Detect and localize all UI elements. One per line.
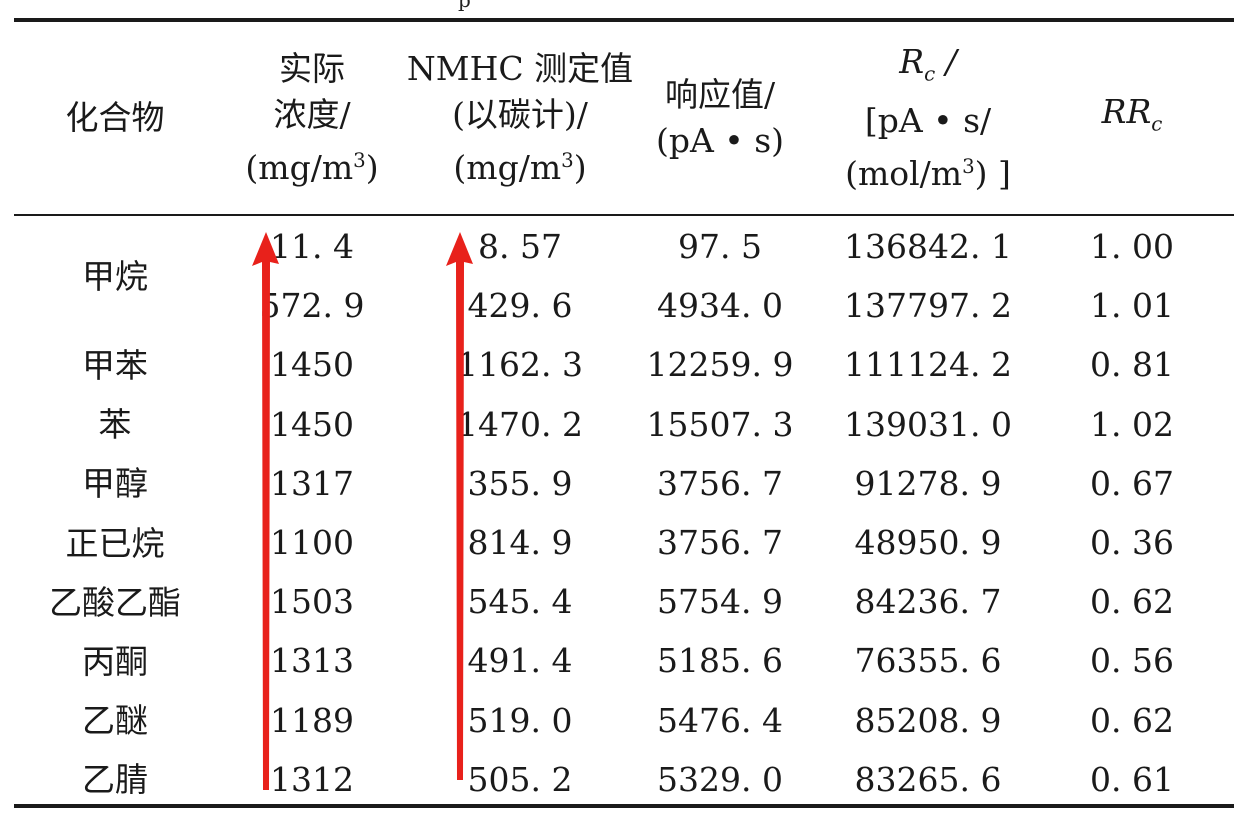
compound-name: 甲烷 [82,257,148,297]
header-nmhc-measured: NMHC 测定值 (以碳计)/ (mg/m3) [402,22,638,214]
header-line: (以碳计)/ [452,94,588,134]
table-cell: 5476. 4 [657,700,783,740]
header-rc: Rc / [pA • s/ (mol/m3) ] [808,22,1048,214]
table-cell: 545. 4 [467,582,573,622]
table-cell: 491. 4 [467,641,573,681]
header-line: (pA • s) [655,121,785,160]
table-cell: 139031. 0 [844,404,1012,444]
table-cell: 4934. 0 [657,286,783,326]
table-cell: 355. 9 [467,463,573,503]
table-cell: 111124. 2 [844,345,1012,385]
table-cell: 1189 [270,700,354,740]
table-cell: 84236. 7 [854,582,1002,622]
header-line: NMHC 测定值 [406,48,634,88]
table-cell: 0. 56 [1090,641,1174,681]
header-line: (mg/m3) [453,147,587,187]
table-cell: 505. 2 [467,759,573,799]
compound-name: 甲苯 [82,346,148,385]
header-line: 化合物 [65,98,165,137]
table-cell: 1. 01 [1090,286,1174,326]
table-cell: 85208. 9 [854,700,1002,740]
table-cell: 0. 81 [1090,345,1174,385]
header-line: [pA • s/ [864,100,992,140]
header-response: 响应值/ (pA • s) [640,22,800,214]
header-line: 实际 [279,48,345,88]
table-cell: 1450 [270,345,354,385]
table-top-rule [14,18,1234,22]
compound-name: 乙腈 [82,760,148,800]
table-cell: 429. 6 [467,286,573,326]
table-cell: 0. 62 [1090,582,1174,622]
header-line: 浓度/ [273,94,351,134]
table-cell: 3756. 7 [657,463,783,503]
table-cell: 0. 61 [1090,759,1174,799]
table-cell: 48950. 9 [854,523,1002,562]
table-cell: 0. 67 [1090,463,1174,503]
cut-off-caption-fragment: p [458,0,471,12]
table-cell: 1312 [270,759,354,799]
table-cell: 1100 [270,523,354,562]
table-cell: 8. 57 [478,227,562,266]
header-rrc: RRc [1052,22,1212,214]
table-cell: 15507. 3 [646,404,794,444]
compound-name: 苯 [98,405,132,445]
table-cell: 1313 [270,641,354,681]
table-bottom-rule [14,804,1234,808]
table-cell: 0. 62 [1090,700,1174,740]
table-cell: 5185. 6 [657,641,783,681]
header-compound: 化合物 [20,22,210,214]
table-header-rule [14,214,1234,216]
table-cell: 3756. 7 [657,523,783,562]
table-cell: 572. 9 [259,286,365,326]
table-cell: 1470. 2 [457,404,583,444]
table-cell: 814. 9 [467,523,573,562]
compound-name: 乙醚 [82,701,148,741]
table-cell: 11. 4 [270,227,354,266]
table-cell: 519. 0 [467,700,573,740]
header-line: RRc [1101,91,1163,136]
table-cell: 76355. 6 [854,641,1002,681]
table-cell: 12259. 9 [646,345,794,385]
table-cell: 1162. 3 [457,345,583,385]
compound-name: 甲醇 [82,464,148,504]
table-cell: 91278. 9 [854,463,1002,503]
compound-name: 丙酮 [82,642,148,681]
compound-name: 正已烷 [65,523,165,563]
header-actual-concentration: 实际 浓度/ (mg/m3) [222,22,402,214]
table-cell: 137797. 2 [844,286,1012,326]
table-cell: 83265. 6 [854,759,1002,799]
table-cell: 0. 36 [1090,523,1174,562]
table-cell: 1450 [270,404,354,444]
header-line: 响应值/ [664,75,776,114]
table-cell: 1. 02 [1090,404,1174,444]
header-line: (mg/m3) [245,147,379,187]
table-cell: 1317 [270,463,354,503]
header-line: (mol/m3) ] [845,153,1011,193]
table-cell: 5329. 0 [657,759,783,799]
table-cell: 136842. 1 [844,227,1012,266]
table-cell: 1. 00 [1090,227,1174,266]
compound-name: 乙酸乙酯 [49,582,181,622]
table-cell: 5754. 9 [657,582,783,622]
header-line: Rc / [899,42,957,86]
table-cell: 97. 5 [678,227,762,266]
table-cell: 1503 [270,582,354,622]
